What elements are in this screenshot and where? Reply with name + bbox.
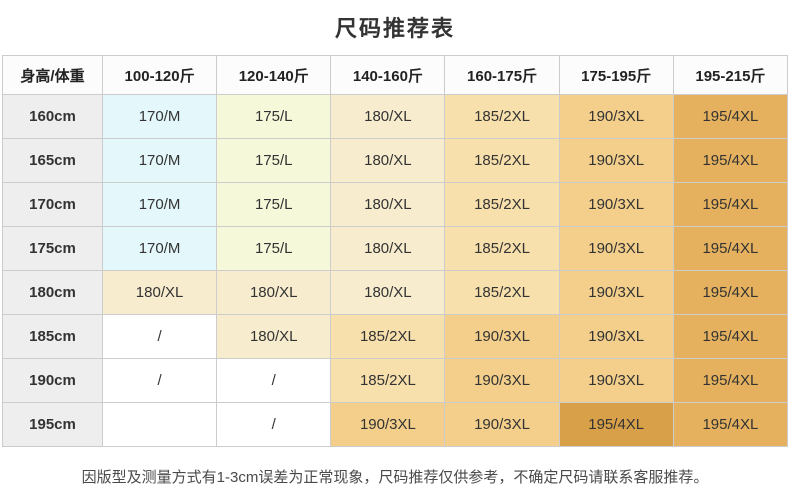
size-cell: 170/M [101,138,218,183]
size-cell: 170/M [101,182,218,227]
row-header-height: 180cm [2,270,103,315]
size-cell: 190/3XL [558,358,674,403]
row-header-height: 170cm [2,182,103,227]
size-cell: / [101,314,218,359]
size-cell: 195/4XL [672,402,789,447]
size-cell: 195/4XL [672,270,789,315]
row-header-height: 190cm [2,358,103,403]
row-header-height: 195cm [2,402,103,447]
size-cell: 190/3XL [558,94,674,139]
size-cell: 195/4XL [672,226,789,271]
size-cell: / [101,358,218,403]
size-cell: 190/3XL [558,182,674,227]
column-header-weight-range: 175-195斤 [558,55,674,95]
size-cell: 185/2XL [444,94,560,139]
size-cell: 190/3XL [558,138,674,183]
table-row: 170cm 170/M 175/L 180/XL 185/2XL 190/3XL 195/4… [2,182,789,227]
size-cell: 195/4XL [672,138,789,183]
row-header-height: 165cm [2,138,103,183]
size-cell: 185/2XL [330,314,446,359]
size-table-body: 160cm 170/M 175/L 180/XL 185/2XL 190/3XL 195/4… [2,94,789,447]
column-header-weight-range: 160-175斤 [444,55,560,95]
size-table: 身高/体重 100-120斤 120-140斤 140-160斤 160-175斤 175… [2,55,789,447]
table-row: 160cm 170/M 175/L 180/XL 185/2XL 190/3XL 195/4… [2,94,789,139]
column-header-weight-range: 195-215斤 [672,55,789,95]
column-header-weight-range: 120-140斤 [216,55,332,95]
table-row: 175cm 170/M 175/L 180/XL 185/2XL 190/3XL 195/4… [2,226,789,271]
size-cell: 180/XL [216,314,332,359]
size-cell: 175/L [216,182,332,227]
size-cell: 195/4XL [672,358,789,403]
table-row: 195cm/190/3XL 190/3XL 195/4XL 195/4XL [2,402,789,447]
size-cell: 170/M [101,226,218,271]
size-cell: 195/4XL [672,314,789,359]
size-cell: 180/XL [101,270,218,315]
size-cell: / [216,358,332,403]
size-cell: 185/2XL [444,138,560,183]
size-cell: 170/M [101,94,218,139]
row-header-height: 185cm [2,314,103,359]
size-cell: 195/4XL [558,402,674,447]
size-cell: 195/4XL [672,94,789,139]
size-cell: 175/L [216,94,332,139]
column-header-weight-range: 100-120斤 [101,55,218,95]
page-title: 尺码推荐表 [334,16,455,41]
size-cell: 190/3XL [444,358,560,403]
size-cell: 180/XL [330,94,446,139]
size-cell: 175/L [216,138,332,183]
size-cell: 195/4XL [672,182,789,227]
size-cell: / [216,402,332,447]
column-header-height-weight: 身高/体重 [2,55,103,95]
size-cell: 190/3XL [330,402,446,447]
table-row: 165cm 170/M 175/L 180/XL 185/2XL 190/3XL 195/4… [2,138,789,183]
size-cell: 185/2XL [444,270,560,315]
row-header-height: 175cm [2,226,103,271]
size-cell: 180/XL [330,270,446,315]
size-cell: 185/2XL [330,358,446,403]
table-row: 190cm //185/2XL 190/3XL 190/3XL 195/4XL [2,358,789,403]
size-cell: 185/2XL [444,226,560,271]
table-row: 185cm/180/XL 185/2XL 190/3XL 190/3XL 195/4XL [2,314,789,359]
column-header-weight-range: 140-160斤 [330,55,446,95]
size-cell: 190/3XL [444,402,560,447]
size-cell: 190/3XL [558,314,674,359]
size-cell: 185/2XL [444,182,560,227]
size-cell: 180/XL [330,182,446,227]
footer-note: 因版型及测量方式有1-3cm误差为正常现象，尺码推荐仅供参考，不确定尺码请联系客… [81,469,709,486]
size-cell: 180/XL [216,270,332,315]
size-cell: 180/XL [330,138,446,183]
size-cell: 175/L [216,226,332,271]
size-cell: 190/3XL [558,270,674,315]
table-header-row: 身高/体重 100-120斤 120-140斤 140-160斤 160-175斤 175… [2,55,789,95]
size-cell: 190/3XL [558,226,674,271]
size-cell: 190/3XL [444,314,560,359]
table-row: 180cm 180/XL 180/XL 180/XL 185/2XL 190/3XL 195… [2,270,789,315]
row-header-height: 160cm [2,94,103,139]
size-cell [101,402,218,447]
size-cell: 180/XL [330,226,446,271]
